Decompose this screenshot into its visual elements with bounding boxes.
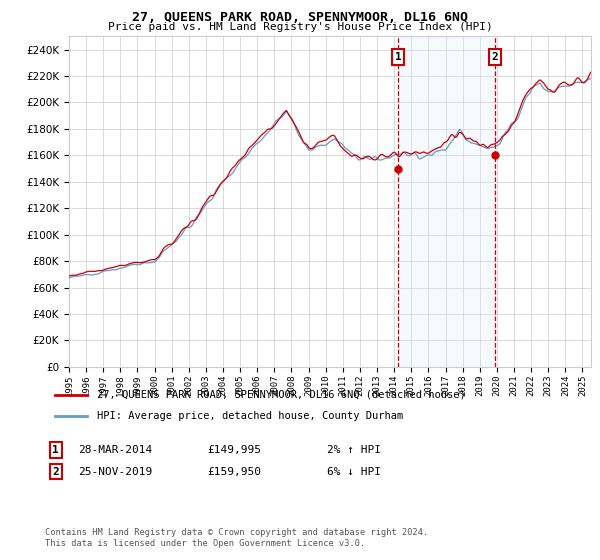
Text: 6% ↓ HPI: 6% ↓ HPI <box>327 466 381 477</box>
Text: Contains HM Land Registry data © Crown copyright and database right 2024.
This d: Contains HM Land Registry data © Crown c… <box>45 528 428 548</box>
Text: Price paid vs. HM Land Registry's House Price Index (HPI): Price paid vs. HM Land Registry's House … <box>107 22 493 32</box>
Text: 25-NOV-2019: 25-NOV-2019 <box>78 466 152 477</box>
Text: 2: 2 <box>492 52 499 62</box>
Bar <box>398 36 495 367</box>
Text: 2: 2 <box>52 466 59 477</box>
Text: 1: 1 <box>52 445 59 455</box>
Text: 28-MAR-2014: 28-MAR-2014 <box>78 445 152 455</box>
Text: 2% ↑ HPI: 2% ↑ HPI <box>327 445 381 455</box>
Text: 27, QUEENS PARK ROAD, SPENNYMOOR, DL16 6NQ: 27, QUEENS PARK ROAD, SPENNYMOOR, DL16 6… <box>132 11 468 24</box>
Text: 27, QUEENS PARK ROAD, SPENNYMOOR, DL16 6NQ (detached house): 27, QUEENS PARK ROAD, SPENNYMOOR, DL16 6… <box>97 390 466 400</box>
Text: £149,995: £149,995 <box>207 445 261 455</box>
Text: 1: 1 <box>395 52 401 62</box>
Text: £159,950: £159,950 <box>207 466 261 477</box>
Text: HPI: Average price, detached house, County Durham: HPI: Average price, detached house, Coun… <box>97 411 403 421</box>
